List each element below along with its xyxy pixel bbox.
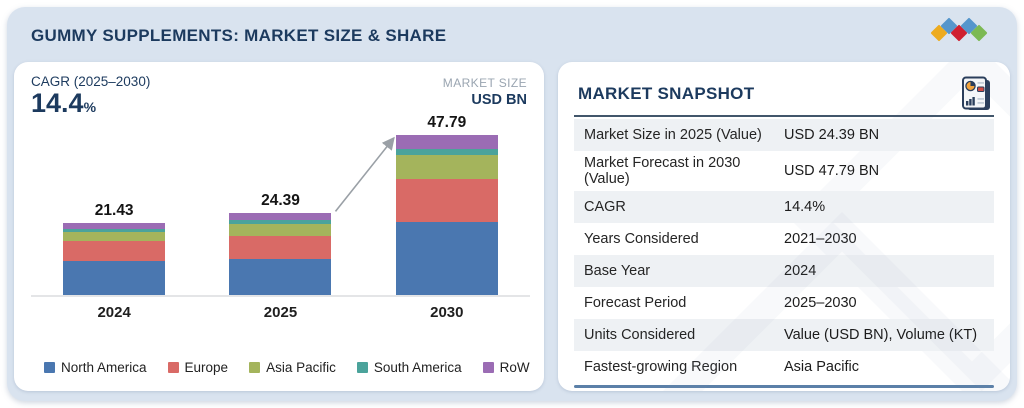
bar-group-2024: 21.43 <box>31 124 197 295</box>
legend-swatch-icon <box>482 362 494 373</box>
chart-panel: CAGR (2025–2030) 14.4% MARKET SIZE USD B… <box>14 62 544 391</box>
row-value: USD 24.39 BN <box>784 127 880 143</box>
snapshot-table: Market Size in 2025 (Value) USD 24.39 BN M… <box>574 119 994 383</box>
row-value: 2024 <box>784 263 817 279</box>
table-row: CAGR 14.4% <box>574 191 994 223</box>
segment-row <box>63 223 166 229</box>
legend-label: Asia Pacific <box>266 360 336 375</box>
segment-europe <box>63 241 166 262</box>
row-label: Market Forecast in 2030 (Value) <box>584 155 741 187</box>
unit-block: MARKET SIZE USD BN <box>443 76 527 108</box>
chart-header: CAGR (2025–2030) 14.4% MARKET SIZE USD B… <box>31 74 527 124</box>
x-tick-2030: 2030 <box>430 304 464 321</box>
snapshot-title: MARKET SNAPSHOT <box>578 84 755 103</box>
row-value: USD 47.79 BN <box>784 163 880 179</box>
cagr-value: 14.4% <box>31 88 97 118</box>
unit-value: USD BN <box>471 92 527 108</box>
divider-top <box>574 115 994 117</box>
segment-europe <box>395 178 498 222</box>
row-value: 2025–2030 <box>784 295 857 311</box>
segment-north-america <box>229 258 332 295</box>
percent-sign: % <box>83 99 97 115</box>
chart-plot-area: 21.43 24.39 47.79 <box>31 114 530 297</box>
legend-swatch-icon <box>356 362 368 373</box>
divider-bottom <box>574 385 994 388</box>
bar-group-2025: 24.39 <box>197 124 363 295</box>
table-row: Market Size in 2025 (Value) USD 24.39 BN <box>574 119 994 151</box>
row-value: 14.4% <box>784 199 826 215</box>
segment-asia-pacific <box>395 155 498 179</box>
bar-group-2030: 47.79 <box>364 114 530 295</box>
legend-swatch-icon <box>44 362 55 373</box>
row-label: Market Size in 2025 (Value) <box>584 127 762 143</box>
page-card: GUMMY SUPPLEMENTS: MARKET SIZE & SHARE C… <box>7 7 1017 401</box>
row-value: 2021–2030 <box>784 231 857 247</box>
bar-2030 <box>395 135 498 295</box>
row-value: Value (USD BN), Volume (KT) <box>784 327 978 343</box>
segment-south-america <box>63 228 166 233</box>
legend-label: North America <box>61 360 147 375</box>
segment-row <box>395 135 498 149</box>
bar-value-label: 47.79 <box>427 114 467 132</box>
page-title: GUMMY SUPPLEMENTS: MARKET SIZE & SHARE <box>31 26 447 45</box>
row-label: Fastest-growing Region <box>584 359 738 375</box>
brand-logo-icon <box>930 17 989 47</box>
segment-asia-pacific <box>229 223 332 237</box>
snapshot-panel: MARKET SNAPSHOT Market Size in 20 <box>558 62 1010 391</box>
segment-row <box>229 213 332 221</box>
report-icon <box>960 76 992 118</box>
row-label: Units Considered <box>584 327 696 343</box>
snapshot-header: MARKET SNAPSHOT <box>578 76 992 112</box>
legend-item-asia-pacific: Asia Pacific <box>249 360 336 375</box>
bar-chart: 21.43 24.39 47.79 2024 2025 2030 <box>31 114 530 354</box>
x-tick-2025: 2025 <box>263 304 298 321</box>
legend-label: Europe <box>184 360 229 375</box>
legend-label: South America <box>373 360 462 375</box>
legend-item-row: RoW <box>482 360 530 375</box>
market-size-label: MARKET SIZE <box>442 76 527 90</box>
table-row: Forecast Period 2025–2030 <box>574 287 994 319</box>
header: GUMMY SUPPLEMENTS: MARKET SIZE & SHARE <box>7 7 1017 62</box>
row-label: Forecast Period <box>584 295 687 311</box>
cagr-label: CAGR (2025–2030) <box>31 74 151 89</box>
bar-2025 <box>229 213 332 295</box>
table-row: Years Considered 2021–2030 <box>574 223 994 255</box>
row-value: Asia Pacific <box>784 359 859 375</box>
bar-value-label: 21.43 <box>94 202 134 220</box>
legend-item-europe: Europe <box>167 360 229 375</box>
bar-value-label: 24.39 <box>261 192 300 210</box>
segment-south-america <box>229 220 332 224</box>
legend-item-south-america: South America <box>356 360 462 375</box>
row-label: Years Considered <box>584 231 699 247</box>
row-label: CAGR <box>584 199 626 215</box>
table-row: Units Considered Value (USD BN), Volume (… <box>574 319 994 351</box>
row-label: Base Year <box>584 263 651 279</box>
legend-swatch-icon <box>167 362 179 373</box>
segment-europe <box>229 236 332 259</box>
table-row: Base Year 2024 <box>574 255 994 287</box>
x-tick-2024: 2024 <box>97 304 131 321</box>
segment-north-america <box>63 261 166 295</box>
legend-label: RoW <box>499 360 530 375</box>
legend: North America Europe Asia Pacific South Ame… <box>44 360 534 375</box>
segment-asia-pacific <box>63 232 166 242</box>
legend-swatch-icon <box>249 362 261 373</box>
segment-north-america <box>395 221 498 295</box>
segment-south-america <box>395 148 498 156</box>
x-axis-labels: 2024 2025 2030 <box>31 304 530 321</box>
table-row: Fastest-growing Region Asia Pacific <box>574 351 994 383</box>
table-row: Market Forecast in 2030 (Value) USD 47.79… <box>574 151 994 191</box>
bar-2024 <box>63 223 166 295</box>
legend-item-north-america: North America <box>44 360 147 375</box>
